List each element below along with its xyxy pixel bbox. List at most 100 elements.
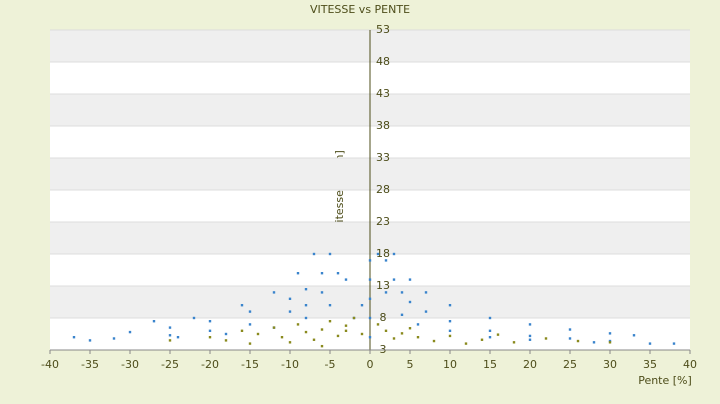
- y-tick-label: 18: [376, 247, 390, 260]
- point: [288, 310, 292, 313]
- point: [288, 297, 292, 300]
- point: [648, 342, 652, 345]
- y-tick-label: 38: [376, 119, 390, 132]
- x-tick-label: -10: [281, 358, 299, 371]
- point: [312, 252, 316, 256]
- point: [544, 337, 548, 340]
- point: [360, 304, 364, 307]
- x-tick-label: 0: [367, 358, 374, 371]
- point: [448, 320, 452, 323]
- point: [128, 330, 132, 334]
- point: [168, 339, 172, 342]
- point: [368, 259, 372, 262]
- point: [344, 329, 348, 332]
- point: [240, 329, 244, 332]
- point: [400, 313, 404, 316]
- point: [448, 329, 452, 332]
- y-tick-label: 33: [376, 151, 390, 164]
- point: [368, 316, 372, 320]
- x-tick-label: -35: [81, 358, 99, 371]
- point: [256, 332, 260, 336]
- y-tick-label: 48: [376, 55, 390, 68]
- x-tick-label: -25: [161, 358, 179, 371]
- point: [272, 326, 276, 329]
- x-tick-label: 10: [443, 358, 457, 371]
- point: [320, 272, 324, 275]
- point: [376, 252, 380, 256]
- point: [336, 272, 340, 275]
- point: [392, 252, 396, 256]
- point: [384, 329, 388, 332]
- point: [528, 338, 532, 341]
- x-axis-title: Pente [%]: [638, 374, 692, 387]
- point: [512, 341, 516, 344]
- point: [384, 259, 388, 262]
- point: [304, 330, 308, 334]
- point: [632, 334, 636, 337]
- point: [288, 341, 292, 344]
- point: [112, 337, 116, 340]
- point: [392, 337, 396, 340]
- point: [296, 272, 300, 275]
- y-tick-label: 8: [380, 311, 387, 324]
- x-tick-label: -30: [121, 358, 139, 371]
- chart-title: VITESSE vs PENTE: [310, 3, 410, 16]
- point: [432, 339, 436, 343]
- point: [448, 304, 452, 307]
- point: [368, 297, 372, 300]
- point: [416, 323, 420, 326]
- point: [408, 300, 412, 304]
- point: [208, 320, 212, 323]
- point: [568, 328, 572, 331]
- point: [320, 328, 324, 331]
- point: [208, 336, 212, 339]
- point: [376, 323, 380, 326]
- point: [384, 291, 388, 294]
- point: [328, 252, 332, 256]
- point: [72, 336, 76, 339]
- point: [272, 291, 276, 294]
- point: [344, 324, 348, 327]
- point: [280, 336, 284, 339]
- point: [408, 278, 412, 281]
- x-tick-label: 40: [683, 358, 697, 371]
- y-tick-label: 53: [376, 23, 390, 36]
- point: [368, 278, 372, 281]
- point: [448, 334, 452, 338]
- x-tick-label: 15: [483, 358, 497, 371]
- point: [296, 323, 300, 326]
- point: [320, 291, 324, 294]
- point: [320, 344, 324, 348]
- x-tick-label: 20: [523, 358, 537, 371]
- point: [328, 320, 332, 323]
- x-tick-label: 25: [563, 358, 577, 371]
- point: [488, 336, 492, 339]
- point: [416, 336, 420, 339]
- point: [304, 288, 308, 291]
- point: [400, 291, 404, 294]
- point: [152, 320, 156, 323]
- point: [496, 333, 500, 336]
- point: [328, 304, 332, 307]
- point: [240, 304, 244, 307]
- x-tick-label: -5: [325, 358, 336, 371]
- point: [488, 316, 492, 320]
- point: [304, 316, 308, 320]
- y-tick-label: 23: [376, 215, 390, 228]
- y-tick-label: 43: [376, 87, 390, 100]
- point: [352, 316, 356, 320]
- point: [312, 338, 316, 341]
- point: [672, 342, 676, 345]
- x-tick-label: -15: [241, 358, 259, 371]
- point: [224, 339, 228, 342]
- point: [528, 334, 532, 338]
- point: [608, 339, 612, 343]
- point: [176, 336, 180, 339]
- point: [464, 342, 468, 345]
- point: [480, 338, 484, 341]
- x-tick-label: 30: [603, 358, 617, 371]
- x-tick-label: 5: [407, 358, 414, 371]
- point: [408, 327, 412, 330]
- point: [568, 337, 572, 340]
- point: [248, 310, 252, 313]
